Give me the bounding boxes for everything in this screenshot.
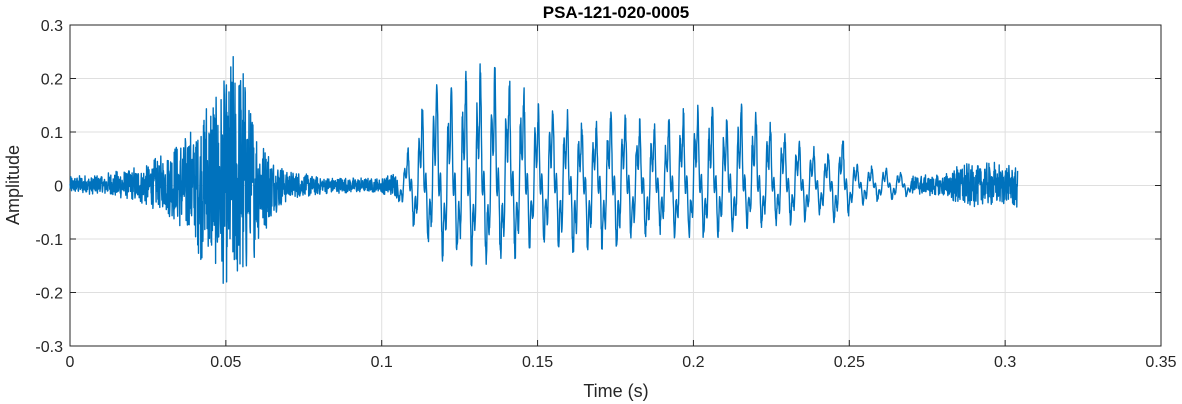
- x-tick-label: 0: [66, 354, 75, 371]
- x-tick-label: 0.2: [682, 354, 704, 371]
- x-tick-label: 0.1: [371, 354, 393, 371]
- y-tick-label: 0.1: [41, 125, 63, 142]
- y-tick-label: -0.2: [35, 286, 63, 303]
- y-tick-label: -0.3: [35, 339, 63, 356]
- x-axis-label: Time (s): [583, 381, 648, 401]
- y-axis-label: Amplitude: [3, 145, 23, 225]
- y-tick-label: 0.3: [41, 18, 63, 35]
- signal-line: [69, 56, 1019, 284]
- y-tick-label: 0: [54, 179, 63, 196]
- y-tick-labels: -0.3 -0.2 -0.1 0 0.1 0.2 0.3: [35, 18, 63, 356]
- chart-title: PSA-121-020-0005: [543, 3, 689, 22]
- y-tick-label: 0.2: [41, 72, 63, 89]
- x-tick-label: 0.35: [1145, 354, 1176, 371]
- x-tick-label: 0.3: [994, 354, 1016, 371]
- x-tick-label: 0.05: [210, 354, 241, 371]
- x-tick-label: 0.25: [834, 354, 865, 371]
- x-tick-label: 0.15: [522, 354, 553, 371]
- x-tick-labels: 0 0.05 0.1 0.15 0.2 0.25 0.3 0.35: [66, 354, 1177, 371]
- y-tick-label: -0.1: [35, 232, 63, 249]
